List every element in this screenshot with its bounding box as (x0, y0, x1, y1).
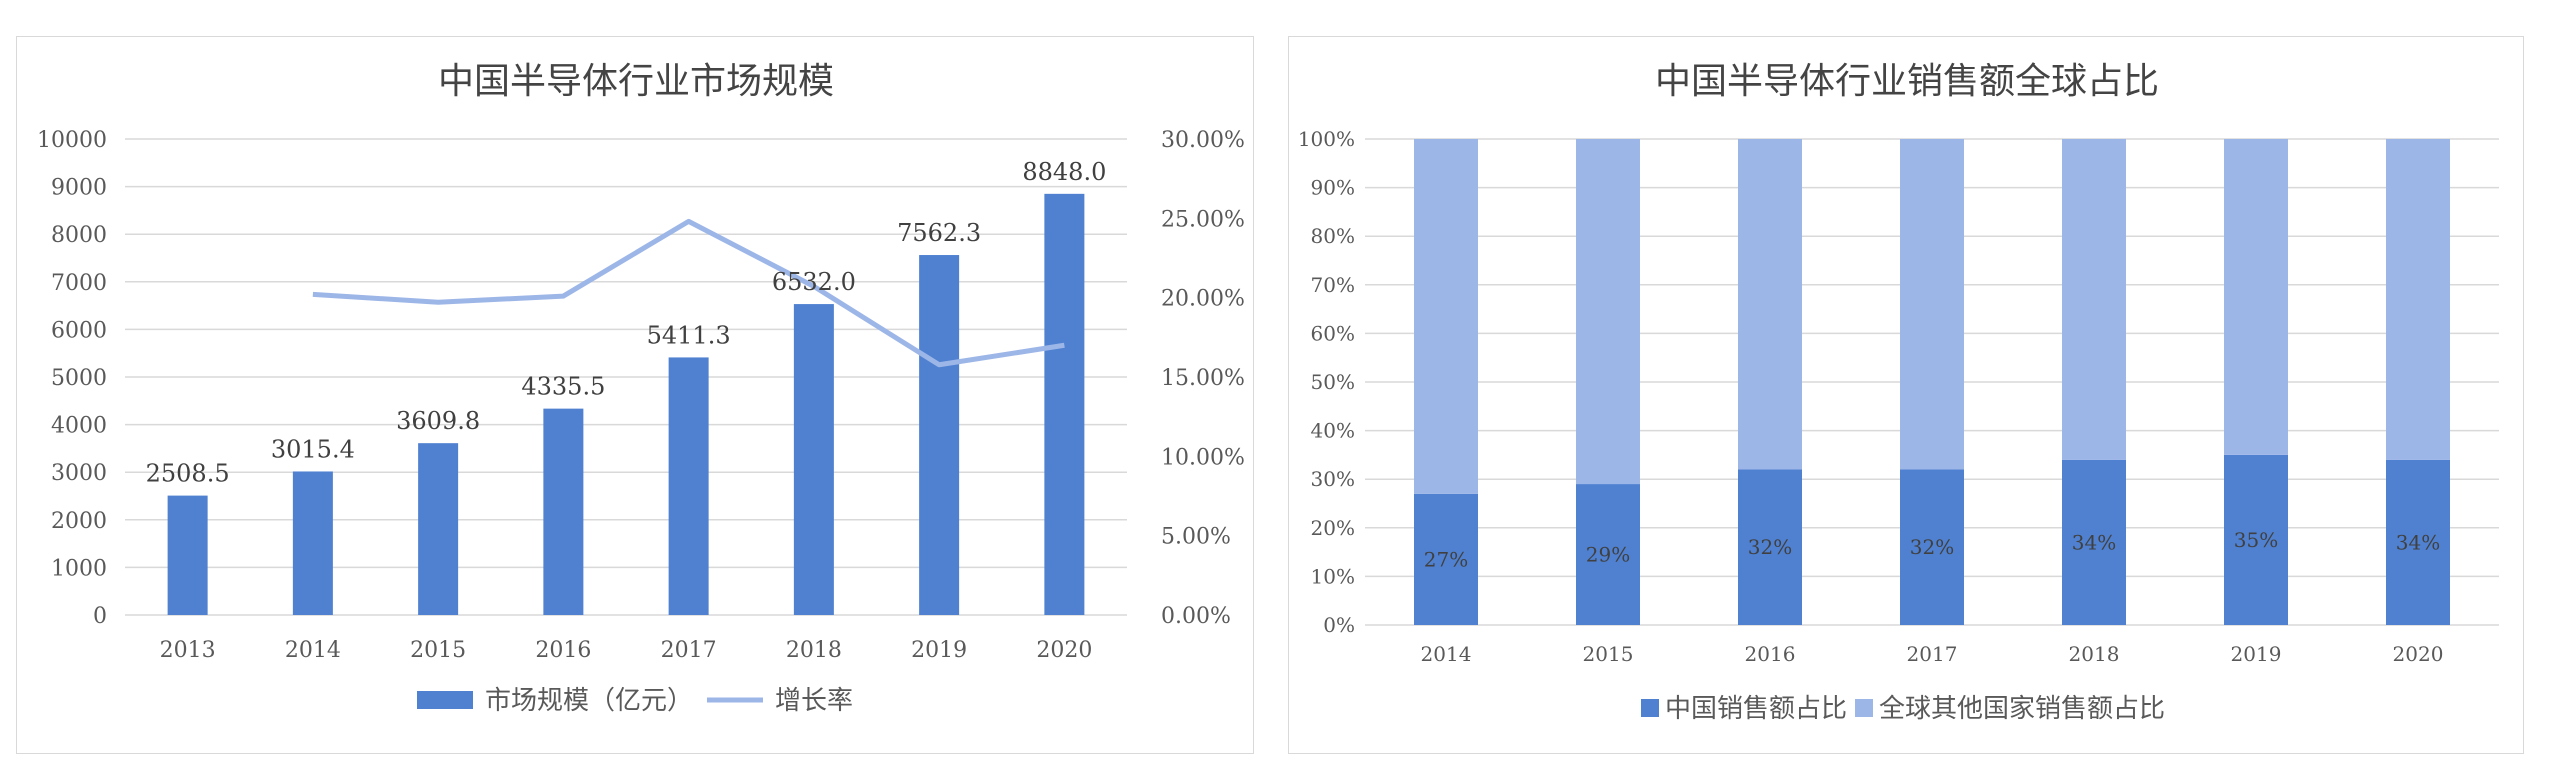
y-tick-label: 30% (1311, 467, 1355, 491)
y-tick-label: 90% (1311, 176, 1355, 200)
y2-tick-label: 5.00% (1161, 525, 1231, 550)
y-tick-label: 4000 (51, 414, 107, 439)
y-tick-label: 20% (1311, 516, 1355, 540)
bar-china-share (1738, 469, 1802, 625)
market-size-chart-panel: 中国半导体行业市场规模 0 1000 2000 3000 4000 5000 6000 700… (16, 36, 1254, 754)
bar-data-label: 3609.8 (396, 407, 480, 435)
x-tick-label: 2015 (1583, 642, 1634, 666)
bar-data-label: 6532.0 (772, 268, 856, 296)
legend-label: 增长率 (775, 686, 853, 716)
bar (418, 443, 459, 615)
bar-data-label: 27% (1424, 547, 1468, 571)
y2-tick-label: 30.00% (1161, 128, 1245, 153)
x-tick-label: 2015 (410, 638, 466, 663)
bar-data-label: 32% (1910, 535, 1954, 559)
x-tick-label: 2019 (911, 638, 967, 663)
bar-rest-of-world-share (1414, 139, 1478, 494)
y-tick-label: 2000 (51, 509, 107, 534)
y-tick-label: 6000 (51, 318, 107, 343)
y-tick-label: 10% (1311, 564, 1355, 588)
bar (668, 357, 709, 615)
legend-swatch-china (1641, 699, 1659, 717)
y-tick-label: 80% (1311, 224, 1355, 248)
legend-label: 中国销售额占比 (1665, 694, 1847, 724)
x-tick-label: 2020 (2393, 642, 2444, 666)
bar-data-label: 7562.3 (897, 219, 981, 247)
chart-title: 中国半导体行业市场规模 (438, 61, 834, 102)
y2-tick-label: 20.00% (1161, 287, 1245, 312)
y2-tick-label: 15.00% (1161, 366, 1245, 391)
bar-china-share (2062, 459, 2126, 625)
bar-rest-of-world-share (1738, 139, 1802, 470)
y-tick-label: 40% (1311, 419, 1355, 443)
x-tick-label: 2013 (160, 638, 216, 663)
legend-swatch-bar (417, 691, 473, 709)
global-share-chart-panel: 中国半导体行业销售额全球占比 0% 10% 20% 30% 40% 50% 60% 70% 80… (1288, 36, 2524, 754)
market-size-chart: 中国半导体行业市场规模 0 1000 2000 3000 4000 5000 6000 700… (37, 61, 1245, 716)
bar-rest-of-world-share (2224, 139, 2288, 455)
y-tick-label: 0 (93, 604, 107, 629)
bar (543, 408, 584, 615)
global-share-chart: 中国半导体行业销售额全球占比 0% 10% 20% 30% 40% 50% 60% 70% 80… (1298, 61, 2499, 724)
x-tick-label: 2016 (535, 638, 591, 663)
y2-tick-label: 25.00% (1161, 207, 1245, 232)
y-tick-label: 3000 (51, 461, 107, 486)
legend-label: 全球其他国家销售额占比 (1879, 694, 2165, 724)
chart-title: 中国半导体行业销售额全球占比 (1655, 61, 2159, 102)
x-tick-label: 2014 (285, 638, 341, 663)
bar-rest-of-world-share (1576, 139, 1640, 485)
bar-data-label: 3015.4 (271, 435, 355, 463)
bar-data-label: 4335.5 (521, 373, 605, 401)
y-tick-label: 60% (1311, 321, 1355, 345)
bar-data-label: 32% (1748, 535, 1792, 559)
y2-tick-label: 0.00% (1161, 604, 1231, 629)
bar-china-share (2224, 454, 2288, 625)
bar-china-share (2386, 459, 2450, 625)
bar (292, 471, 333, 615)
bar-rest-of-world-share (1900, 139, 1964, 470)
bar (793, 304, 834, 615)
growth-rate-line (312, 218, 1065, 368)
x-tick-label: 2016 (1745, 642, 1796, 666)
bar-rest-of-world-share (2062, 139, 2126, 460)
y-tick-label: 5000 (51, 366, 107, 391)
y-tick-label: 50% (1311, 370, 1355, 394)
y-tick-label: 10000 (37, 128, 107, 153)
bar-rest-of-world-share (2386, 139, 2450, 460)
bar-data-label: 35% (2234, 528, 2278, 552)
x-tick-label: 2017 (661, 638, 717, 663)
bar-data-label: 2508.5 (146, 460, 230, 488)
x-tick-label: 2017 (1907, 642, 1958, 666)
bar (1044, 193, 1085, 615)
bar-data-label: 5411.3 (647, 321, 731, 349)
x-tick-label: 2018 (786, 638, 842, 663)
bar-china-share (1900, 469, 1964, 625)
bar-data-label: 34% (2072, 530, 2116, 554)
x-tick-label: 2020 (1036, 638, 1092, 663)
y-tick-label: 7000 (51, 271, 107, 296)
y-tick-label: 0% (1323, 613, 1355, 637)
bar (919, 255, 960, 615)
legend-label: 市场规模（亿元） (485, 686, 693, 716)
x-tick-label: 2018 (2069, 642, 2120, 666)
bar (167, 495, 208, 615)
x-tick-label: 2014 (1421, 642, 1472, 666)
bar-data-label: 34% (2396, 530, 2440, 554)
bar-data-label: 8848.0 (1022, 158, 1106, 186)
legend-swatch-rest-of-world (1855, 699, 1873, 717)
y-tick-label: 8000 (51, 223, 107, 248)
y-tick-label: 100% (1298, 127, 1355, 151)
bar-china-share (1414, 493, 1478, 625)
y-tick-label: 1000 (51, 556, 107, 581)
y-tick-label: 9000 (51, 176, 107, 201)
y-tick-label: 70% (1311, 273, 1355, 297)
x-tick-label: 2019 (2231, 642, 2282, 666)
y2-tick-label: 10.00% (1161, 445, 1245, 470)
bar-china-share (1576, 484, 1640, 625)
bar-data-label: 29% (1586, 543, 1630, 567)
